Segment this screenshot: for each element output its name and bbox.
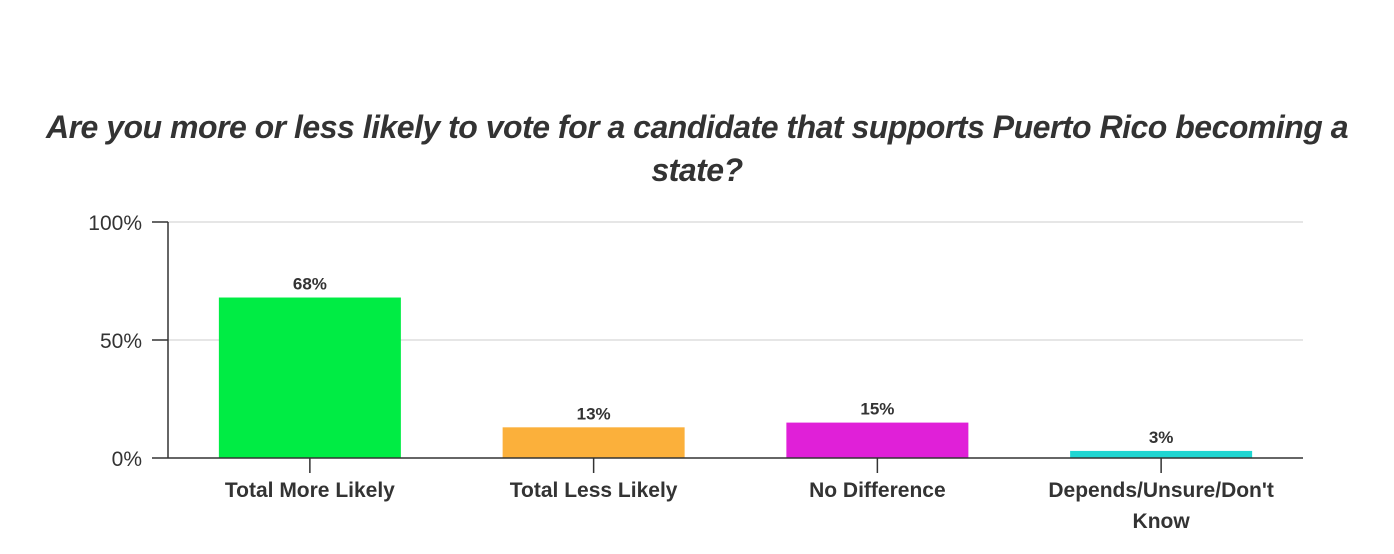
bars: [218, 297, 1253, 458]
x-tick-label-line: No Difference: [809, 479, 946, 502]
y-tick-label: 100%: [88, 212, 142, 235]
x-tick-label-line: Total Less Likely: [510, 479, 678, 502]
bar: [502, 427, 685, 458]
x-tick-label-line: Total More Likely: [225, 479, 395, 502]
chart-title: Are you more or less likely to vote for …: [45, 109, 1349, 188]
bar: [786, 422, 969, 458]
data-label: 13%: [577, 404, 611, 423]
bar: [1070, 450, 1253, 458]
labels: 0% 50% 100% 68% Total More Likely 13% Total Le…: [88, 212, 1274, 533]
data-label: 68%: [293, 275, 327, 294]
x-tick-label: Total Less Likely: [510, 479, 678, 502]
data-label: 3%: [1149, 428, 1174, 447]
data-label: 15%: [860, 400, 894, 419]
x-tick-label: Depends/Unsure/Don't Know: [1048, 479, 1274, 533]
x-tick-label-line: Depends/Unsure/Don't: [1048, 479, 1274, 502]
x-tick-label: Total More Likely: [225, 479, 395, 502]
bar: [218, 297, 401, 458]
x-tick-label: No Difference: [809, 479, 946, 502]
y-tick-label: 50%: [100, 330, 142, 353]
axes: [152, 221, 1303, 473]
y-tick-label: 0%: [112, 448, 142, 471]
x-tick-label-line: Know: [1133, 510, 1191, 533]
